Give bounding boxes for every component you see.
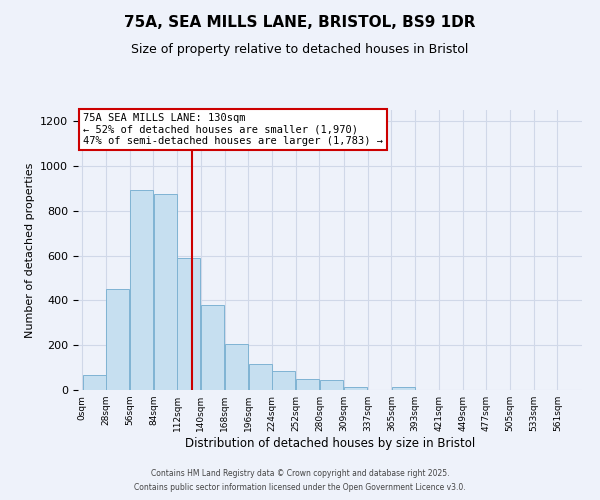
Bar (106, 289, 130, 390)
X-axis label: Distribution of detached houses by size in Bristol: Distribution of detached houses by size … (185, 437, 475, 450)
Bar (392, 386, 415, 390)
Bar (320, 380, 343, 390)
Text: Size of property relative to detached houses in Bristol: Size of property relative to detached ho… (131, 42, 469, 56)
Bar (130, 190, 153, 390)
Bar (272, 371, 295, 390)
Bar (225, 344, 248, 390)
Bar (83, 376, 106, 390)
Bar (344, 386, 367, 390)
Bar (201, 305, 224, 390)
Bar (154, 194, 177, 390)
Bar (248, 364, 272, 390)
Bar (178, 258, 200, 390)
Text: 75A SEA MILLS LANE: 130sqm
← 52% of detached houses are smaller (1,970)
47% of s: 75A SEA MILLS LANE: 130sqm ← 52% of deta… (83, 113, 383, 146)
Text: Contains HM Land Registry data © Crown copyright and database right 2025.: Contains HM Land Registry data © Crown c… (151, 468, 449, 477)
Bar (296, 379, 319, 390)
Y-axis label: Number of detached properties: Number of detached properties (25, 162, 35, 338)
Text: 75A, SEA MILLS LANE, BRISTOL, BS9 1DR: 75A, SEA MILLS LANE, BRISTOL, BS9 1DR (124, 15, 476, 30)
Text: Contains public sector information licensed under the Open Government Licence v3: Contains public sector information licen… (134, 484, 466, 492)
